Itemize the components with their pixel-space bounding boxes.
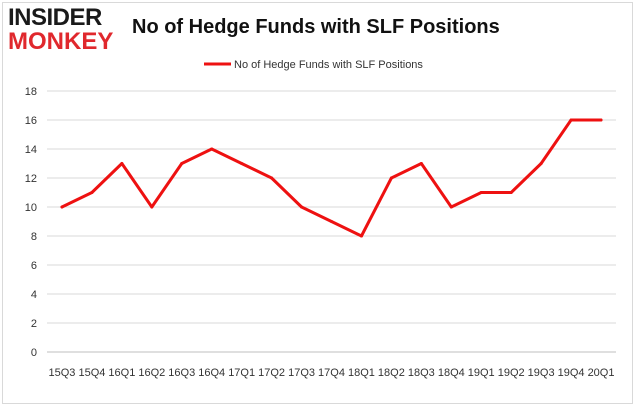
data-point-19Q4: [569, 118, 573, 122]
legend-label: No of Hedge Funds with SLF Positions: [234, 59, 423, 71]
data-point-17Q4: [330, 220, 333, 223]
x-tick-label-18Q2: 18Q2: [378, 367, 405, 379]
y-tick-label-14: 14: [25, 144, 37, 156]
x-tick-label-19Q4: 19Q4: [558, 367, 585, 379]
data-point-16Q1: [120, 162, 124, 165]
x-tick-label-18Q3: 18Q3: [408, 367, 435, 379]
x-tick-label-16Q1: 16Q1: [108, 367, 135, 379]
x-tick-label-20Q1: 20Q1: [588, 367, 615, 379]
x-tick-label-15Q3: 15Q3: [49, 367, 76, 379]
x-tick-label-16Q2: 16Q2: [138, 367, 165, 379]
insider-monkey-logo: INSIDER MONKEY: [8, 4, 120, 54]
data-point-15Q4: [90, 191, 94, 194]
x-tick-label-19Q3: 19Q3: [528, 367, 555, 379]
data-point-18Q3: [419, 162, 423, 165]
data-point-20Q1: [599, 118, 603, 122]
y-tick-label-4: 4: [31, 289, 37, 301]
data-point-16Q2: [150, 205, 154, 209]
y-tick-label-8: 8: [31, 231, 37, 243]
data-point-16Q3: [180, 162, 184, 165]
data-point-19Q1: [479, 191, 483, 194]
data-point-19Q2: [509, 191, 513, 194]
logo-text-top: INSIDER: [8, 4, 102, 31]
x-tick-label-19Q2: 19Q2: [498, 367, 525, 379]
data-point-17Q2: [270, 176, 274, 180]
data-point-17Q3: [300, 205, 304, 209]
data-point-16Q4: [210, 147, 214, 151]
data-point-18Q1: [359, 234, 363, 238]
x-tick-label-17Q4: 17Q4: [318, 367, 345, 379]
y-tick-label-12: 12: [25, 173, 37, 185]
series-lines: [60, 118, 603, 238]
y-tick-label-6: 6: [31, 260, 37, 272]
data-point-19Q3: [539, 162, 543, 165]
y-tick-label-16: 16: [25, 115, 37, 127]
grid-lines: [47, 90, 616, 324]
x-tick-label-16Q4: 16Q4: [198, 367, 225, 379]
x-tick-label-18Q1: 18Q1: [348, 367, 375, 379]
x-tick-label-19Q1: 19Q1: [468, 367, 495, 379]
chart-title: No of Hedge Funds with SLF Positions: [132, 16, 500, 38]
data-point-18Q2: [389, 176, 393, 180]
x-tick-label-17Q2: 17Q2: [258, 367, 285, 379]
data-point-15Q3: [60, 205, 64, 209]
x-tick-label-18Q4: 18Q4: [438, 367, 465, 379]
x-tick-label-15Q4: 15Q4: [78, 367, 105, 379]
y-tick-label-10: 10: [25, 202, 37, 214]
legend: No of Hedge Funds with SLF Positions: [204, 59, 423, 71]
y-tick-label-2: 2: [31, 318, 37, 330]
x-tick-label-17Q1: 17Q1: [228, 367, 255, 379]
chart-frame: [2, 2, 633, 404]
x-tick-labels: 15Q3 15Q4 16Q1 16Q2 16Q3 16Q4 17Q1 17Q2 17Q3 17Q4…: [49, 367, 615, 379]
x-tick-label-16Q3: 16Q3: [168, 367, 195, 379]
data-point-17Q1: [240, 162, 244, 165]
x-tick-label-17Q3: 17Q3: [288, 367, 315, 379]
logo-text-bottom: MONKEY: [8, 28, 114, 55]
y-tick-labels: 0 2 4 6 8 10 12 14 16 18: [25, 86, 37, 359]
y-tick-label-0: 0: [31, 347, 37, 359]
data-point-18Q4: [449, 205, 453, 209]
y-tick-label-18: 18: [25, 86, 37, 98]
